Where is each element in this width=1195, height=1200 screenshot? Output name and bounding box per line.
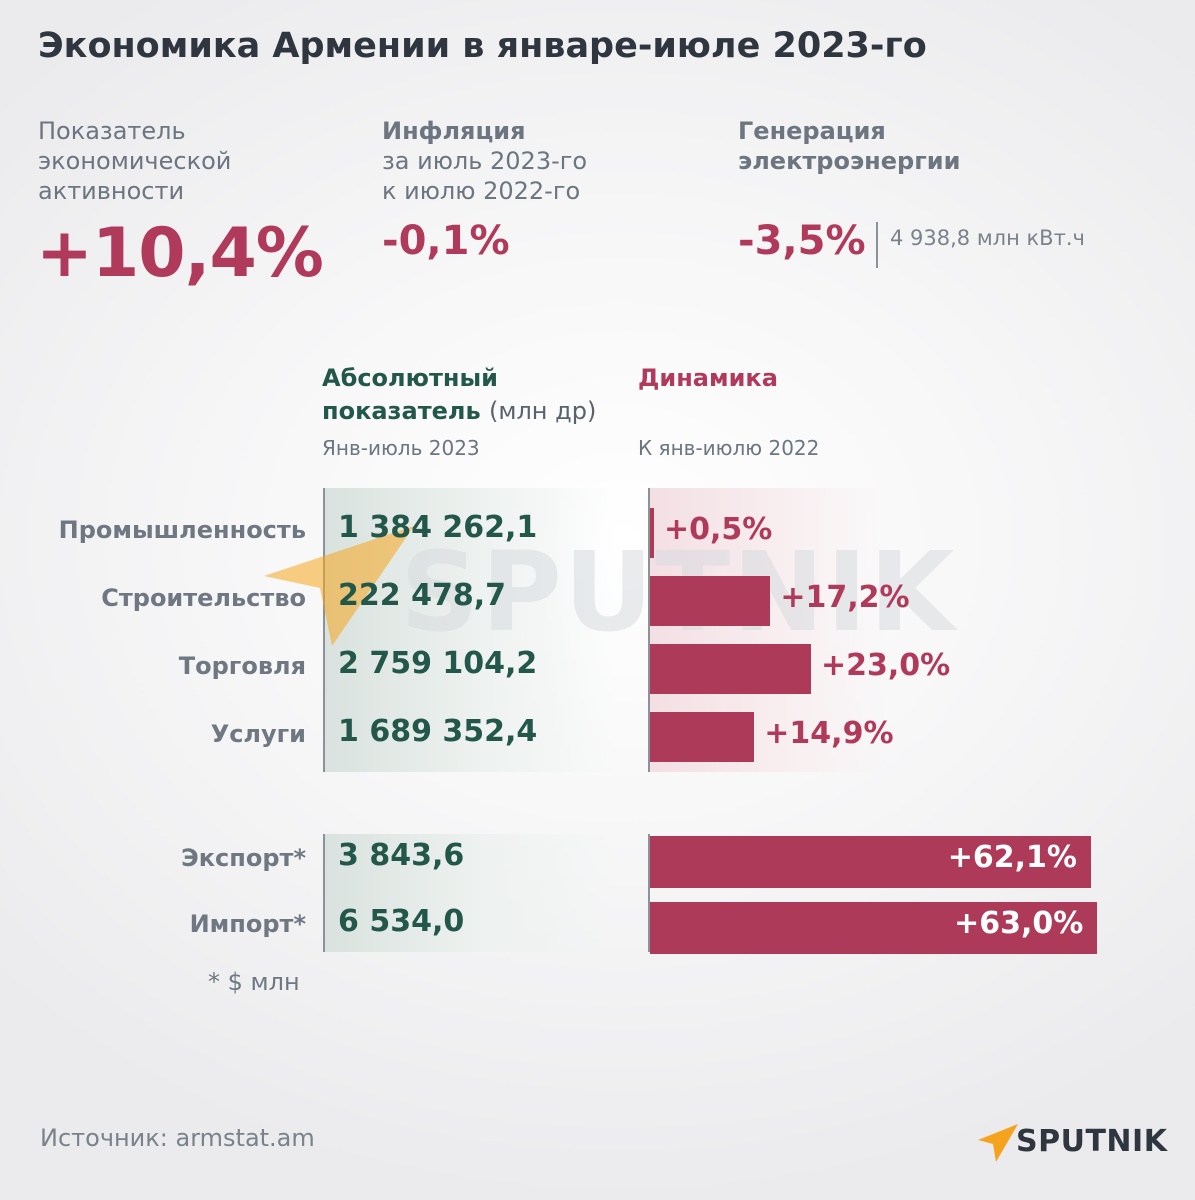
absolute-value: 1 689 352,4 [338,714,538,749]
page-title: Экономика Армении в январе-июле 2023-го [38,26,927,66]
absolute-column-header: Абсолютный показатель (млн др) Янв-июль … [322,362,596,460]
absolute-value: 3 843,6 [338,838,465,873]
dynamics-label: +14,9% [764,716,894,751]
source-text: Источник: armstat.am [40,1124,315,1152]
inflation-label-line: за июль 2023-го [382,147,588,175]
activity-label: Показатель экономической активности [38,116,231,206]
absolute-panel-1 [324,488,614,772]
dynamics-label: +62,1% [947,840,1077,875]
row-label: Строительство [101,584,306,612]
dynamics-bar [650,712,755,762]
absolute-panel-2 [324,834,614,952]
absolute-unit: (млн др) [489,397,597,425]
absolute-value: 222 478,7 [338,578,506,613]
absolute-subtitle: Янв-июль 2023 [322,436,480,460]
dynamics-label: +23,0% [821,648,951,683]
dynamics-title: Динамика [638,364,778,392]
electricity-value: -3,5% [738,218,866,264]
inflation-value: -0,1% [382,218,510,264]
electricity-label-line: Генерация [738,117,886,145]
row-label: Услуги [210,720,306,748]
inflation-label: Инфляция за июль 2023-го к июлю 2022-го [382,116,587,206]
activity-label-line: Показатель [38,117,186,145]
absolute-axis-1 [323,488,325,772]
absolute-value: 1 384 262,1 [338,510,538,545]
dynamics-bar [650,576,771,626]
dynamics-label: +63,0% [954,906,1084,941]
dynamics-label: +17,2% [780,580,910,615]
dynamics-bar [650,644,811,694]
absolute-value: 6 534,0 [338,904,465,939]
absolute-title-line1: Абсолютный [322,364,498,392]
footnote: * $ млн [208,968,300,996]
absolute-value: 2 759 104,2 [338,646,538,681]
activity-value: +10,4% [36,214,324,293]
row-label: Промышленность [58,516,306,544]
sputnik-logo: SPUTNIK [978,1122,1168,1162]
dynamics-subtitle: К янв-июлю 2022 [638,436,820,460]
absolute-axis-2 [323,834,325,952]
inflation-label-line: к июлю 2022-го [382,177,581,205]
dynamics-axis-2 [648,834,650,952]
dynamics-bar [650,902,1098,954]
row-label: Торговля [178,652,306,680]
dynamics-bar [650,508,654,558]
sputnik-arrow-icon [978,1124,1018,1162]
activity-label-line: активности [38,177,185,205]
dynamics-label: +0,5% [664,512,773,547]
dynamics-column-header: Динамика . К янв-июлю 2022 [638,362,819,460]
activity-label-line: экономической [38,147,232,175]
electricity-aside: 4 938,8 млн кВт.ч [890,226,1085,250]
electricity-divider [876,222,878,268]
dynamics-axis-1 [648,488,650,772]
row-label: Экспорт* [181,844,306,872]
inflation-label-bold: Инфляция [382,117,526,145]
row-label: Импорт* [189,910,306,938]
absolute-title-line2: показатель (млн др) [322,395,596,428]
electricity-label-line: электроэнергии [738,147,961,175]
dynamics-bar [650,836,1091,888]
sputnik-logo-text: SPUTNIK [1016,1124,1168,1159]
absolute-title-text: показатель [322,397,481,425]
electricity-label: Генерация электроэнергии [738,116,960,176]
sputnik-watermark-icon [264,526,414,646]
